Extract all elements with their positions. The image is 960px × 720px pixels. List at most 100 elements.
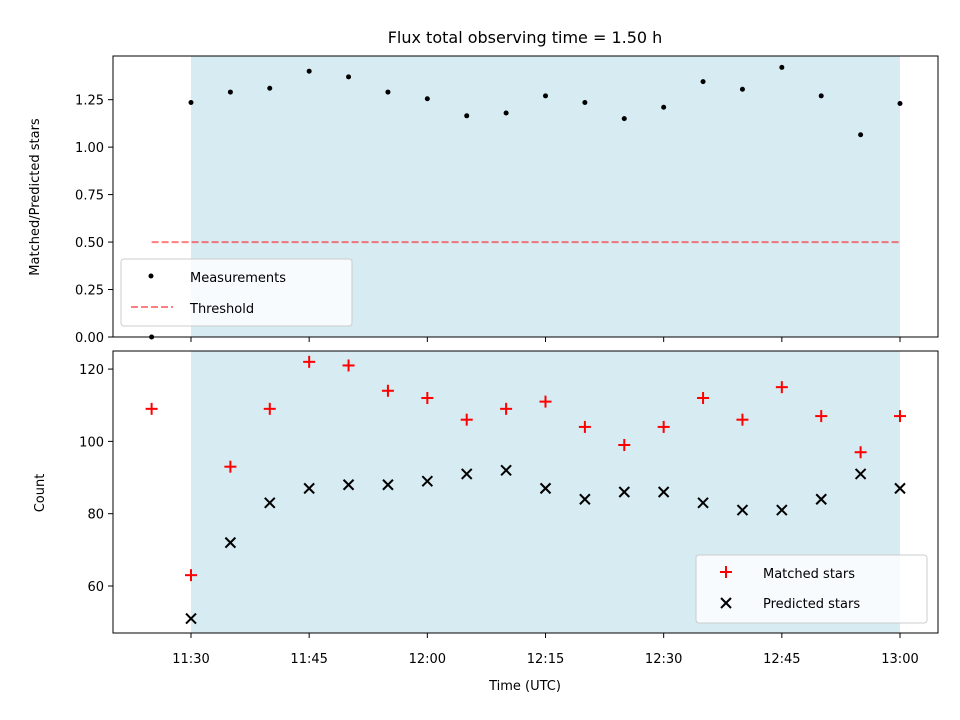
matched-stars-point bbox=[657, 420, 670, 433]
measurement-point bbox=[779, 64, 785, 70]
matched-stars-point bbox=[185, 569, 197, 582]
top-y-axis: 0.00 0.25 0.50 0.75 1.00 1.25 bbox=[75, 94, 113, 346]
bottom-ytick-label: 100 bbox=[79, 435, 104, 450]
bottom-xtick-label: 12:15 bbox=[527, 652, 564, 667]
matched-stars-point bbox=[500, 402, 513, 415]
measurement-point bbox=[621, 116, 627, 122]
bottom-ytick-label: 80 bbox=[87, 508, 104, 523]
matched-stars-point bbox=[421, 392, 434, 404]
predicted-stars-point bbox=[618, 486, 630, 498]
predicted-stars-point bbox=[461, 468, 473, 480]
legend-measurements-label: Measurements bbox=[190, 271, 286, 286]
matched-stars-point bbox=[894, 410, 906, 423]
legend-predicted-marker bbox=[720, 597, 732, 609]
measurement-point bbox=[582, 100, 588, 106]
legend-matched-label: Matched stars bbox=[763, 567, 855, 582]
top-ytick-label: 0.25 bbox=[75, 284, 104, 299]
bottom-xtick-label: 11:30 bbox=[172, 652, 209, 667]
bottom-legend: Matched stars Predicted stars bbox=[695, 554, 928, 624]
measurement-point bbox=[543, 93, 548, 99]
top-legend-box bbox=[120, 258, 353, 327]
measurement-point bbox=[858, 132, 864, 138]
top-marks bbox=[149, 64, 903, 340]
measurement-point bbox=[346, 74, 352, 80]
predicted-stars-point bbox=[500, 464, 512, 477]
measurement-point bbox=[739, 86, 745, 92]
measurement-point bbox=[306, 68, 312, 74]
top-ytick-label: 1.25 bbox=[75, 94, 104, 109]
measurement-point bbox=[897, 100, 903, 106]
top-plot-frame bbox=[112, 55, 939, 338]
predicted-stars-point bbox=[303, 482, 315, 495]
predicted-stars-point bbox=[382, 479, 394, 491]
matched-stars-point bbox=[539, 395, 552, 408]
measurement-point bbox=[227, 89, 233, 95]
predicted-stars-point bbox=[342, 479, 355, 491]
legend-measurements-marker bbox=[148, 273, 154, 279]
bottom-xtick-label: 13:00 bbox=[881, 652, 918, 667]
bottom-xtick-label: 12:30 bbox=[645, 652, 682, 667]
bottom-legend-box bbox=[695, 554, 928, 624]
predicted-stars-point bbox=[854, 468, 867, 480]
matched-stars-point bbox=[775, 381, 788, 394]
matched-stars-point bbox=[618, 439, 631, 451]
matched-stars-point bbox=[815, 410, 828, 423]
bottom-ytick-label: 60 bbox=[87, 580, 104, 595]
measurement-point bbox=[267, 85, 273, 91]
predicted-stars-point bbox=[736, 504, 749, 516]
matched-stars-point bbox=[303, 355, 316, 368]
matched-stars-point bbox=[736, 413, 749, 426]
matched-stars-point bbox=[145, 402, 158, 415]
measurement-point bbox=[818, 93, 824, 99]
measurement-point bbox=[188, 100, 194, 106]
top-ytick-label: 0.75 bbox=[75, 189, 104, 204]
matched-stars-point bbox=[578, 420, 591, 433]
predicted-stars-point bbox=[657, 486, 670, 498]
measurement-point bbox=[464, 113, 470, 119]
predicted-stars-point bbox=[579, 493, 591, 505]
measurement-point bbox=[661, 104, 667, 110]
predicted-stars-point bbox=[421, 475, 434, 487]
bottom-x-axis: 11:30 11:45 12:00 12:15 12:30 12:45 13:00 bbox=[172, 633, 919, 667]
legend-predicted-label: Predicted stars bbox=[763, 597, 860, 612]
measurement-point bbox=[700, 79, 706, 85]
legend-matched-marker bbox=[720, 566, 732, 578]
top-legend: Measurements Threshold bbox=[120, 258, 353, 327]
matched-stars-point bbox=[381, 384, 394, 397]
measurement-point bbox=[385, 89, 391, 95]
bottom-xtick-label: 11:45 bbox=[290, 652, 327, 667]
top-ytick-label: 0.00 bbox=[75, 331, 104, 346]
predicted-stars-point bbox=[815, 493, 827, 505]
predicted-stars-point bbox=[185, 612, 197, 625]
top-ylabel: Matched/Predicted stars bbox=[28, 118, 43, 276]
top-x-ticks bbox=[190, 337, 901, 342]
predicted-stars-point bbox=[776, 504, 788, 516]
matched-stars-point bbox=[697, 392, 710, 404]
bottom-ytick-label: 120 bbox=[79, 363, 104, 378]
bottom-xlabel: Time (UTC) bbox=[488, 679, 561, 694]
top-ytick-label: 0.50 bbox=[75, 236, 104, 251]
matched-stars-point bbox=[224, 460, 237, 473]
predicted-stars-point bbox=[894, 482, 906, 495]
bottom-marks bbox=[145, 355, 906, 625]
bottom-xtick-label: 12:45 bbox=[763, 652, 800, 667]
measurement-point bbox=[424, 96, 430, 102]
bottom-panel: 60 80 100 120 11:30 11:45 12:00 12:15 12:30 12:4… bbox=[33, 350, 939, 694]
bottom-xtick-label: 12:00 bbox=[409, 652, 446, 667]
matched-stars-point bbox=[342, 359, 355, 372]
predicted-stars-point bbox=[697, 497, 709, 509]
predicted-stars-point bbox=[224, 536, 237, 549]
top-ytick-label: 1.00 bbox=[75, 141, 104, 156]
predicted-stars-point bbox=[264, 497, 276, 509]
matched-stars-point bbox=[854, 446, 867, 459]
bottom-y-axis: 60 80 100 120 bbox=[79, 363, 113, 595]
predicted-stars-point bbox=[539, 482, 552, 495]
bottom-plot-frame bbox=[112, 350, 939, 634]
chart-title: Flux total observing time = 1.50 h bbox=[388, 28, 663, 47]
legend-threshold-label: Threshold bbox=[189, 302, 254, 317]
matched-stars-point bbox=[263, 402, 276, 415]
top-panel: 0.00 0.25 0.50 0.75 1.00 1.25 Matched/Predict… bbox=[28, 55, 939, 346]
measurement-point bbox=[503, 110, 509, 116]
bottom-ylabel: Count bbox=[33, 474, 48, 513]
